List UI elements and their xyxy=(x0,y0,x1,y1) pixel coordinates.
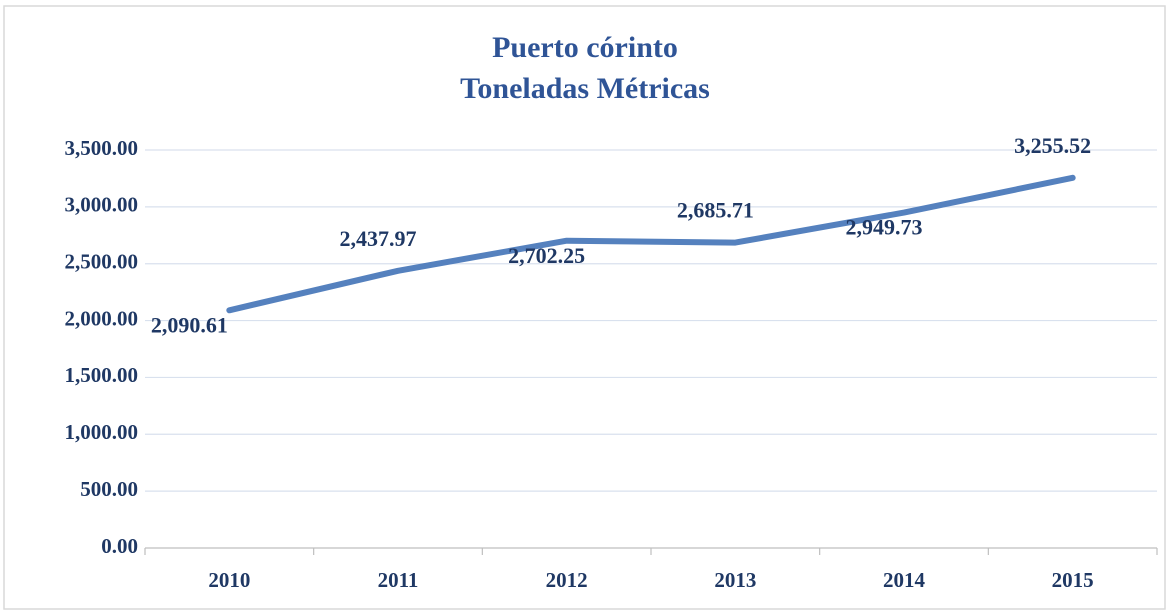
y-tick-label: 3,000.00 xyxy=(65,193,139,217)
y-tick-label: 1,000.00 xyxy=(65,420,139,444)
data-label: 2,685.71 xyxy=(677,198,754,223)
y-tick-label: 2,500.00 xyxy=(65,250,139,274)
x-tick-label: 2013 xyxy=(714,568,756,592)
data-label: 2,702.25 xyxy=(508,243,585,268)
chart-title: Puerto córinto xyxy=(492,31,678,64)
x-tick-label: 2011 xyxy=(378,568,419,592)
x-tick-label: 2012 xyxy=(546,568,588,592)
x-tick-label: 2014 xyxy=(883,568,926,592)
y-tick-label: 3,500.00 xyxy=(65,136,139,160)
chart-title: Toneladas Métricas xyxy=(460,72,710,105)
data-label: 2,949.73 xyxy=(846,215,923,240)
x-tick-label: 2010 xyxy=(208,568,250,592)
data-label: 3,255.52 xyxy=(1014,133,1091,158)
data-label: 2,437.97 xyxy=(340,226,417,251)
y-tick-label: 2,000.00 xyxy=(65,306,139,330)
chart-frame xyxy=(3,5,1166,610)
y-tick-label: 1,500.00 xyxy=(65,363,139,387)
x-tick-label: 2015 xyxy=(1052,568,1094,592)
y-tick-label: 0.00 xyxy=(101,534,138,558)
line-series xyxy=(226,174,1076,314)
data-label: 2,090.61 xyxy=(151,312,228,337)
y-tick-label: 500.00 xyxy=(80,477,138,501)
